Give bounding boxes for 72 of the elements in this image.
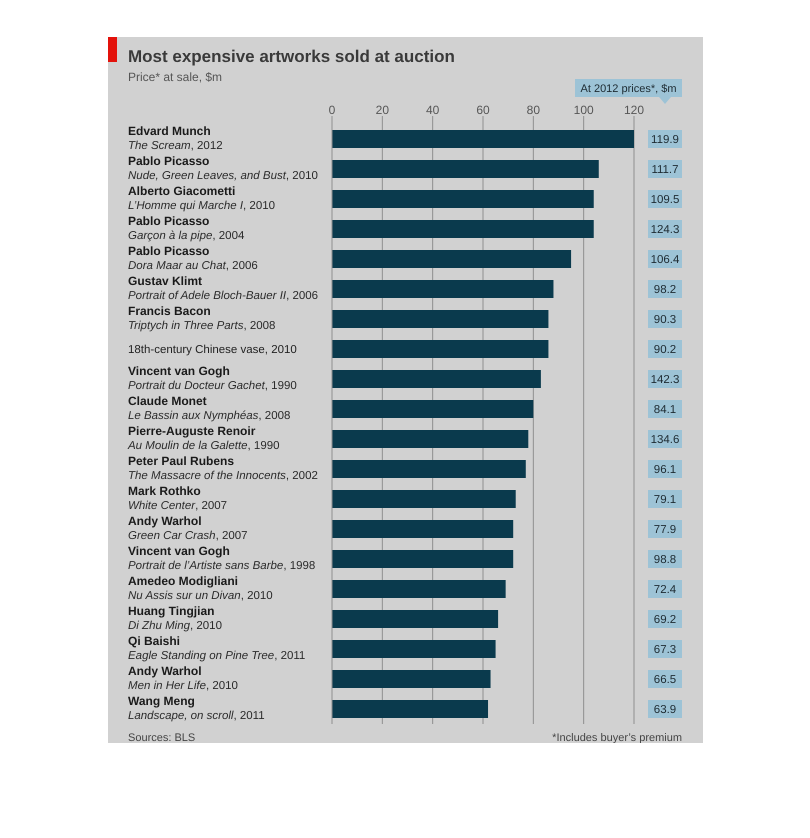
y-tick-label: Huang Tingjian Di Zhu Ming, 2010 bbox=[128, 604, 222, 632]
y-tick-label: Vincent van Gogh Portrait du Docteur Gachet, 1990 bbox=[128, 364, 297, 392]
x-tick-label: 20 bbox=[376, 103, 390, 117]
y-tick-label: Andy Warhol Green Car Crash, 2007 bbox=[128, 514, 248, 542]
y-tick-label: 18th-century Chinese vase, 2010 bbox=[128, 344, 297, 356]
y-tick-label: Gustav Klimt Portrait of Adele Bloch-Bauer II, 2006 bbox=[128, 274, 318, 302]
bar bbox=[332, 670, 491, 688]
y-tick-label: Pablo Picasso Nude, Green Leaves, and Bust, 2010 bbox=[128, 154, 318, 182]
bar bbox=[332, 400, 534, 418]
data-label: 98.8 bbox=[654, 554, 676, 566]
y-tick-label: Andy Warhol Men in Her Life, 2010 bbox=[128, 664, 238, 692]
y-tick-label: Mark Rothko White Center, 2007 bbox=[128, 484, 228, 512]
bar bbox=[332, 580, 506, 598]
text: *Includes buyer’s premium bbox=[552, 732, 682, 744]
bar bbox=[332, 640, 496, 658]
data-label: 69.2 bbox=[654, 614, 676, 626]
data-label: 77.9 bbox=[654, 524, 676, 536]
data-label: 124.3 bbox=[650, 224, 680, 236]
bar bbox=[332, 280, 554, 298]
y-tick-label: Alberto Giacometti L’Homme qui Marche I, 2010 bbox=[128, 184, 276, 212]
data-label: 63.9 bbox=[654, 704, 676, 716]
bar bbox=[332, 160, 599, 178]
bar bbox=[332, 220, 594, 238]
bar bbox=[332, 700, 488, 718]
y-tick-label: Pierre-Auguste Renoir Au Moulin de la Galette, 1990 bbox=[127, 424, 280, 452]
data-label: 111.7 bbox=[651, 164, 679, 176]
text: At 2012 prices*, $m bbox=[580, 83, 676, 95]
bar bbox=[332, 430, 528, 448]
source-note: Sources: BLS bbox=[128, 732, 196, 744]
x-tick-label: 80 bbox=[526, 103, 540, 117]
y-tick-label: Pablo Picasso Dora Maar au Chat, 2006 bbox=[128, 244, 258, 272]
bar bbox=[332, 370, 541, 388]
bar bbox=[332, 340, 548, 358]
x-tick-label: 60 bbox=[476, 103, 490, 117]
bar bbox=[332, 550, 514, 568]
data-label: 142.3 bbox=[650, 374, 680, 386]
data-label: 67.3 bbox=[654, 644, 676, 656]
bar bbox=[332, 490, 516, 508]
bar bbox=[332, 190, 594, 208]
data-label: 79.1 bbox=[654, 494, 676, 506]
x-tick-label: 0 bbox=[328, 103, 336, 117]
data-label: 72.4 bbox=[654, 584, 677, 596]
x-tick-label: 40 bbox=[426, 103, 440, 117]
bar bbox=[332, 310, 548, 328]
text: Price* at sale, $m bbox=[128, 70, 222, 84]
bar bbox=[332, 250, 572, 268]
bar bbox=[332, 130, 634, 148]
y-tick-label: Qi Baishi Eagle Standing on Pine Tree, 2011 bbox=[128, 634, 306, 662]
data-label: 109.5 bbox=[650, 194, 680, 206]
data-label: 90.2 bbox=[654, 344, 676, 356]
data-label: 96.1 bbox=[654, 464, 676, 476]
chart-title: Most expensive artworks sold at auction bbox=[128, 47, 455, 67]
data-label: 84.1 bbox=[654, 404, 676, 416]
y-tick-label: Wang Meng Landscape, on scroll, 2011 bbox=[128, 694, 265, 722]
y-tick-label: Vincent van Gogh Portrait de l’Artiste sans Barbe, 1998 bbox=[128, 544, 316, 572]
bar bbox=[332, 610, 498, 628]
bar bbox=[332, 520, 514, 538]
data-label: 106.4 bbox=[650, 254, 680, 266]
x-tick-label: 120 bbox=[624, 103, 644, 117]
y-tick-label: Claude Monet Le Bassin aux Nymphéas, 2008 bbox=[128, 394, 290, 422]
x-tick-label: 100 bbox=[574, 103, 594, 117]
data-label: 98.2 bbox=[654, 284, 676, 296]
bar bbox=[332, 460, 526, 478]
data-label: 66.5 bbox=[654, 674, 676, 686]
y-tick-label: Francis Bacon Triptych in Three Parts, 2008 bbox=[128, 304, 276, 332]
y-tick-label: Peter Paul Rubens The Massacre of the Innocents, 2002 bbox=[128, 454, 318, 482]
data-label: 119.9 bbox=[651, 134, 679, 146]
y-tick-label: Edvard Munch The Scream, 2012 bbox=[128, 124, 223, 152]
y-tick-label: Pablo Picasso Garçon à la pipe, 2004 bbox=[128, 214, 245, 242]
y-tick-label: Amedeo Modigliani Nu Assis sur un Divan, 2010 bbox=[128, 574, 273, 602]
data-label: 90.3 bbox=[654, 314, 676, 326]
data-label: 134.6 bbox=[650, 434, 680, 446]
